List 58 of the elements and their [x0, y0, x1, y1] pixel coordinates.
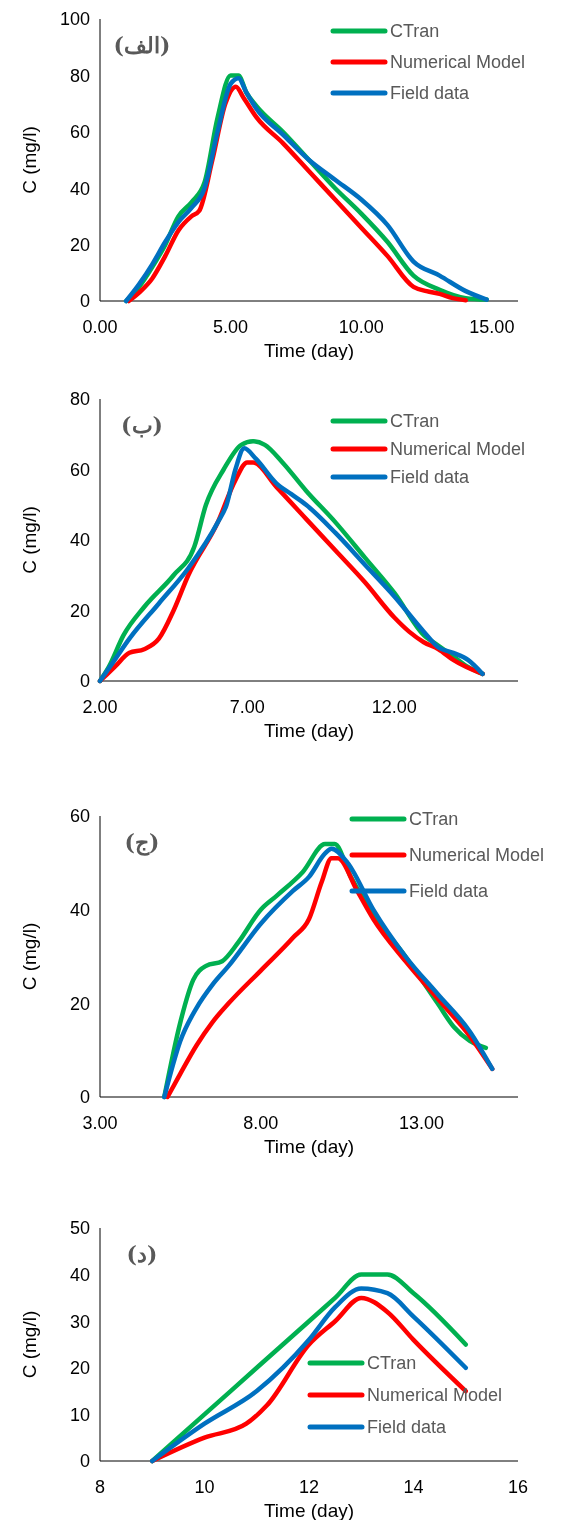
y-tick-label: 0: [79, 291, 90, 312]
legend-label: Numerical Model: [390, 439, 526, 460]
legend-label: CTran: [390, 411, 440, 432]
x-tick-label: 14: [403, 1477, 424, 1497]
y-tick-label: 100: [59, 9, 90, 30]
legend-label: CTran: [390, 21, 440, 42]
x-tick-label: 10: [194, 1477, 215, 1497]
x-tick-label: 8: [94, 1477, 106, 1497]
y-tick-label: 0: [79, 671, 90, 692]
y-tick-label: 40: [69, 178, 90, 199]
annotation: (ب): [121, 412, 163, 438]
x-tick-label: 13.00: [399, 1113, 445, 1133]
x-tick-label: 15.00: [469, 317, 515, 337]
y-axis-title: C (mg/l): [19, 1310, 40, 1379]
legend-label: Numerical Model: [390, 52, 526, 73]
y-tick-label: 60: [69, 122, 90, 143]
x-tick-label: 16: [507, 1477, 529, 1497]
x-tick-label: 7.00: [229, 697, 265, 717]
annotation: (د): [126, 1241, 158, 1267]
y-axis-title: C (mg/l): [19, 922, 40, 991]
x-axis-title: Time (day): [263, 1136, 355, 1157]
y-tick-label: 0: [79, 1451, 90, 1472]
legend-label: CTran: [367, 1353, 417, 1374]
legend-label: Field data: [367, 1417, 448, 1438]
y-axis-title: C (mg/l): [19, 126, 40, 194]
legend-label: Field data: [390, 83, 471, 104]
y-tick-label: 20: [69, 993, 90, 1014]
y-tick-label: 60: [69, 806, 90, 827]
legend-label: Numerical Model: [367, 1385, 503, 1406]
x-tick-label: 2.00: [82, 697, 118, 717]
y-tick-label: 60: [69, 459, 90, 480]
y-tick-label: 80: [69, 65, 90, 86]
y-tick-label: 20: [69, 1358, 90, 1379]
y-tick-label: 40: [69, 899, 90, 920]
legend-label: Field data: [409, 881, 490, 902]
y-tick-label: 20: [69, 234, 90, 255]
legend-label: CTran: [409, 809, 459, 830]
y-tick-label: 20: [69, 600, 90, 621]
y-tick-label: 50: [69, 1218, 90, 1239]
x-tick-label: 5.00: [213, 317, 249, 337]
x-tick-label: 0.00: [82, 317, 118, 337]
x-tick-label: 12: [298, 1477, 320, 1497]
y-tick-label: 0: [79, 1087, 90, 1108]
x-axis-title: Time (day): [263, 720, 355, 741]
y-tick-label: 40: [69, 530, 90, 551]
legend-label: Field data: [390, 467, 471, 488]
annotation: (الف): [113, 32, 171, 58]
annotation: (ج): [124, 829, 160, 856]
y-tick-label: 80: [69, 389, 90, 410]
x-tick-label: 10.00: [338, 317, 384, 337]
x-tick-label: 3.00: [82, 1113, 118, 1133]
y-tick-label: 10: [69, 1404, 90, 1425]
y-tick-label: 30: [69, 1311, 90, 1332]
y-axis-title: C (mg/l): [19, 506, 40, 574]
x-tick-label: 8.00: [243, 1113, 279, 1133]
y-tick-label: 40: [69, 1264, 90, 1285]
x-tick-label: 12.00: [371, 697, 417, 717]
legend-label: Numerical Model: [409, 845, 545, 866]
